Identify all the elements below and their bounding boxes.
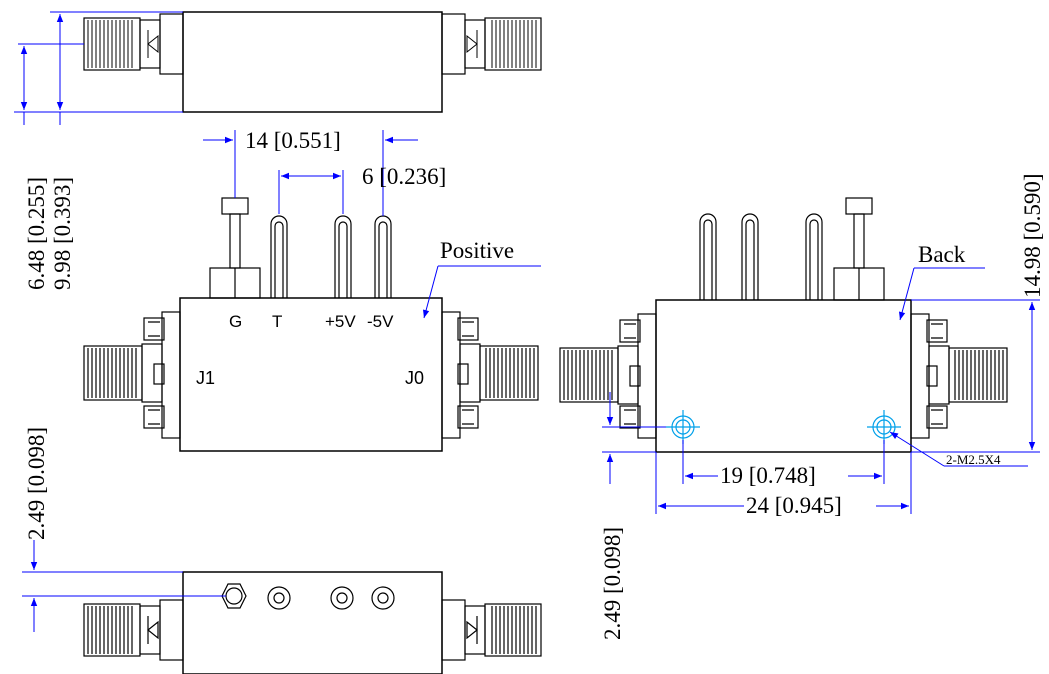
dim-outer-label: 9.98 [0.393] [50, 177, 75, 290]
back-leader-line [898, 267, 985, 321]
hole-note-label: 2-M2.5X4 [946, 452, 1001, 467]
feedthrough-pin-icon [833, 197, 885, 301]
feedthrough-pin-icon [741, 213, 759, 300]
port-label-j1: J1 [196, 368, 215, 388]
view-label-positive: Positive [440, 238, 514, 263]
front-view: G T +5V -5V J1 J0 Positive 14 [0.551] 6 … [24, 128, 541, 540]
sma-connector-icon [83, 311, 181, 439]
port-label-j0: J0 [405, 368, 424, 388]
dim-pins-wide-label: 14 [0.551] [245, 128, 341, 153]
sma-connector-icon [83, 599, 184, 661]
sma-connector-icon [441, 311, 539, 439]
bottom-dimension-lines [22, 540, 226, 632]
sma-connector-icon [441, 13, 542, 75]
pin-label-minus5v: -5V [367, 312, 394, 331]
sma-connector-icon [83, 13, 184, 75]
back-dimension-lines [602, 299, 1040, 514]
bottom-view-body [182, 571, 443, 674]
feedthrough-pin-icon [374, 215, 392, 298]
back-view: Back 2-M2.5X4 14.98 [559, 173, 1045, 640]
top-view: 6.48 [0.255] 9.98 [0.393] [14, 11, 542, 290]
threaded-hole-icon [666, 410, 700, 444]
sma-connector-icon [910, 313, 1008, 439]
view-label-back: Back [918, 242, 966, 267]
pin-label-plus5v: +5V [325, 312, 356, 331]
bottom-view [22, 540, 542, 674]
feedthrough-pin-icon [699, 213, 717, 300]
top-view-body [182, 11, 443, 113]
dim-pin-offset-label: 2.49 [0.098] [24, 427, 49, 540]
feedthrough-pin-icon [371, 586, 395, 610]
dim-height-label: 14.98 [0.590] [1020, 173, 1045, 298]
feedthrough-pin-icon [267, 586, 291, 610]
front-view-body [179, 297, 443, 452]
top-dimension-lines [14, 11, 183, 125]
feedthrough-pin-icon [270, 215, 288, 298]
feedthrough-pin-icon [330, 586, 354, 610]
feedthrough-pin-icon [209, 197, 261, 299]
dim-hole-spacing-label: 19 [0.748] [720, 463, 816, 488]
pin-dimension-lines [203, 130, 418, 216]
sma-connector-icon [441, 599, 542, 661]
positive-leader-line [422, 265, 541, 319]
pin-label-g: G [229, 312, 242, 331]
dim-hole-offset-label: 2.49 [0.098] [600, 527, 625, 640]
dim-body-width-label: 24 [0.945] [746, 493, 842, 518]
dim-pins-narrow-label: 6 [0.236] [362, 164, 446, 189]
sma-connector-icon [559, 313, 657, 439]
threaded-hole-icon [867, 410, 901, 444]
hole-note-leader [889, 431, 1028, 467]
feedthrough-pin-icon [805, 213, 823, 300]
pin-label-t: T [272, 312, 282, 331]
feedthrough-pin-icon [334, 215, 352, 298]
dim-inner-label: 6.48 [0.255] [24, 177, 49, 290]
